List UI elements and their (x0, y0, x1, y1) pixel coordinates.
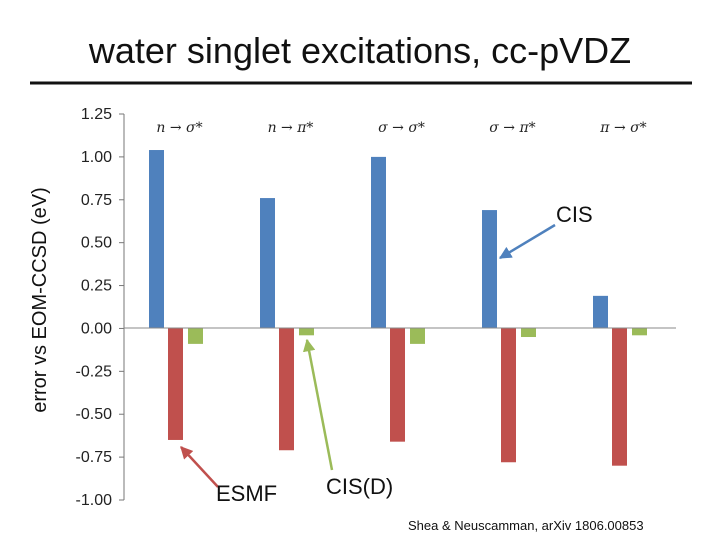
bar-cis (260, 198, 275, 329)
y-axis-label: error vs EOM-CCSD (eV) (29, 187, 51, 413)
y-tick-label: 1.00 (81, 149, 112, 166)
bar-cisd (410, 328, 425, 344)
bar-cis (593, 295, 608, 329)
annotation-esmf: ESMF (180, 446, 277, 506)
bars (149, 150, 647, 466)
y-tick-label: 0.25 (81, 278, 112, 295)
category-label: n → π* (268, 120, 314, 136)
category-label: σ → σ* (378, 120, 425, 136)
bar-esmf (279, 328, 294, 451)
annotation-cisd: CIS(D) (302, 338, 393, 499)
bar-esmf (390, 328, 405, 442)
y-tick-label: 0.00 (81, 320, 112, 337)
cisd-arrow (302, 338, 334, 471)
bar-cisd (521, 328, 536, 338)
esmf-arrow (180, 446, 219, 488)
category-labels: n → σ* n → π* σ → σ* σ → π* π → σ* (156, 120, 646, 136)
cisd-annotation-label: CIS(D) (326, 474, 393, 499)
y-tick-label: 0.50 (81, 235, 112, 252)
category-label: n → σ* (156, 120, 202, 136)
cis-annotation-label: CIS (556, 202, 593, 227)
esmf-annotation-label: ESMF (216, 481, 277, 506)
bar-esmf (501, 328, 516, 463)
y-tick-label: -1.00 (76, 492, 113, 509)
bar-esmf (612, 328, 627, 466)
y-tick-label: 0.75 (81, 192, 112, 209)
chart-title: water singlet excitations, cc-pVDZ (88, 30, 631, 71)
y-tick-label: -0.75 (76, 449, 113, 466)
bar-cis (371, 156, 386, 329)
y-ticks: 1.25 1.00 0.75 0.50 0.25 0.00 -0.25 -0.50 -0.75 -… (76, 106, 124, 509)
category-label: σ → π* (489, 120, 535, 136)
bar-cis (482, 210, 497, 329)
cis-arrow (498, 223, 556, 260)
annotation-cis: CIS (498, 202, 593, 260)
bar-cisd (632, 328, 647, 336)
bar-cisd (299, 328, 314, 336)
category-label: π → σ* (599, 120, 646, 136)
y-tick-label: -0.50 (76, 406, 113, 423)
bar-cis (149, 150, 164, 329)
y-tick-label: 1.25 (81, 106, 112, 123)
bar-cisd (188, 328, 203, 344)
citation: Shea & Neuscamman, arXiv 1806.00853 (408, 518, 644, 533)
y-tick-label: -0.25 (76, 363, 113, 380)
bar-esmf (168, 328, 183, 440)
